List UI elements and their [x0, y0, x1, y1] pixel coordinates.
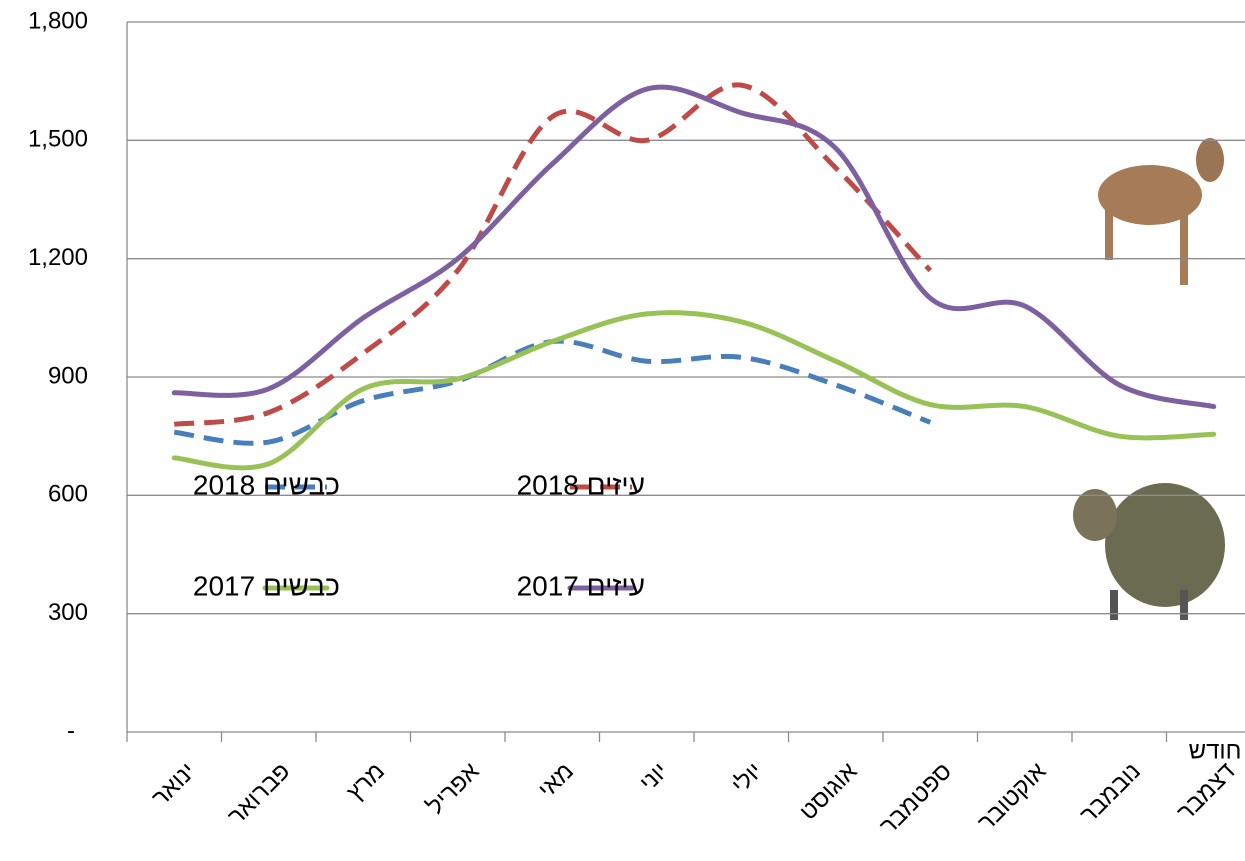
- y-tick-label: -: [67, 717, 75, 744]
- y-tick-label: 1,800: [28, 7, 88, 34]
- x-tick-label: ינואר: [147, 758, 201, 812]
- x-tick-label: ספטמבר: [875, 758, 957, 840]
- x-tick-label: אוגוסט: [795, 758, 863, 826]
- page: {"chart_data": {"type": "line", "x_label…: [0, 0, 1245, 861]
- y-tick-label: 300: [48, 599, 88, 626]
- x-tick-label: יולי: [727, 758, 768, 799]
- x-axis-title: חודש: [1189, 737, 1242, 764]
- y-tick-label: 1,200: [28, 244, 88, 271]
- goat-picture: [1062, 130, 1245, 290]
- y-tick-label: 1,500: [28, 126, 88, 153]
- series-line: [174, 313, 1214, 468]
- x-tick-label: מרץ: [342, 758, 390, 806]
- chart: חודש - 300 600 900 1,200 1,500 1,800 ינואר פברוא…: [0, 0, 1245, 861]
- x-tick-label: אפריל: [422, 758, 485, 821]
- x-tick-label: נובמבר: [1075, 758, 1146, 829]
- sheep-picture: [1062, 475, 1245, 635]
- x-tick-label: מאי: [533, 758, 579, 804]
- x-tick-label: דצמבר: [1172, 758, 1241, 827]
- x-tick-label: פברואר: [223, 758, 296, 831]
- series-line: [174, 341, 930, 443]
- y-tick-label: 600: [48, 481, 88, 508]
- x-tick-label: אוקטובר: [973, 758, 1052, 837]
- legend-label: עיזים 2018: [517, 469, 645, 500]
- y-tick-label: 900: [48, 362, 88, 389]
- x-tick-label: יוני: [635, 758, 674, 797]
- legend-label: כבשים 2018: [193, 469, 340, 500]
- legend-label: כבשים 2017: [193, 570, 340, 601]
- legend-label: עיזים 2017: [517, 570, 645, 601]
